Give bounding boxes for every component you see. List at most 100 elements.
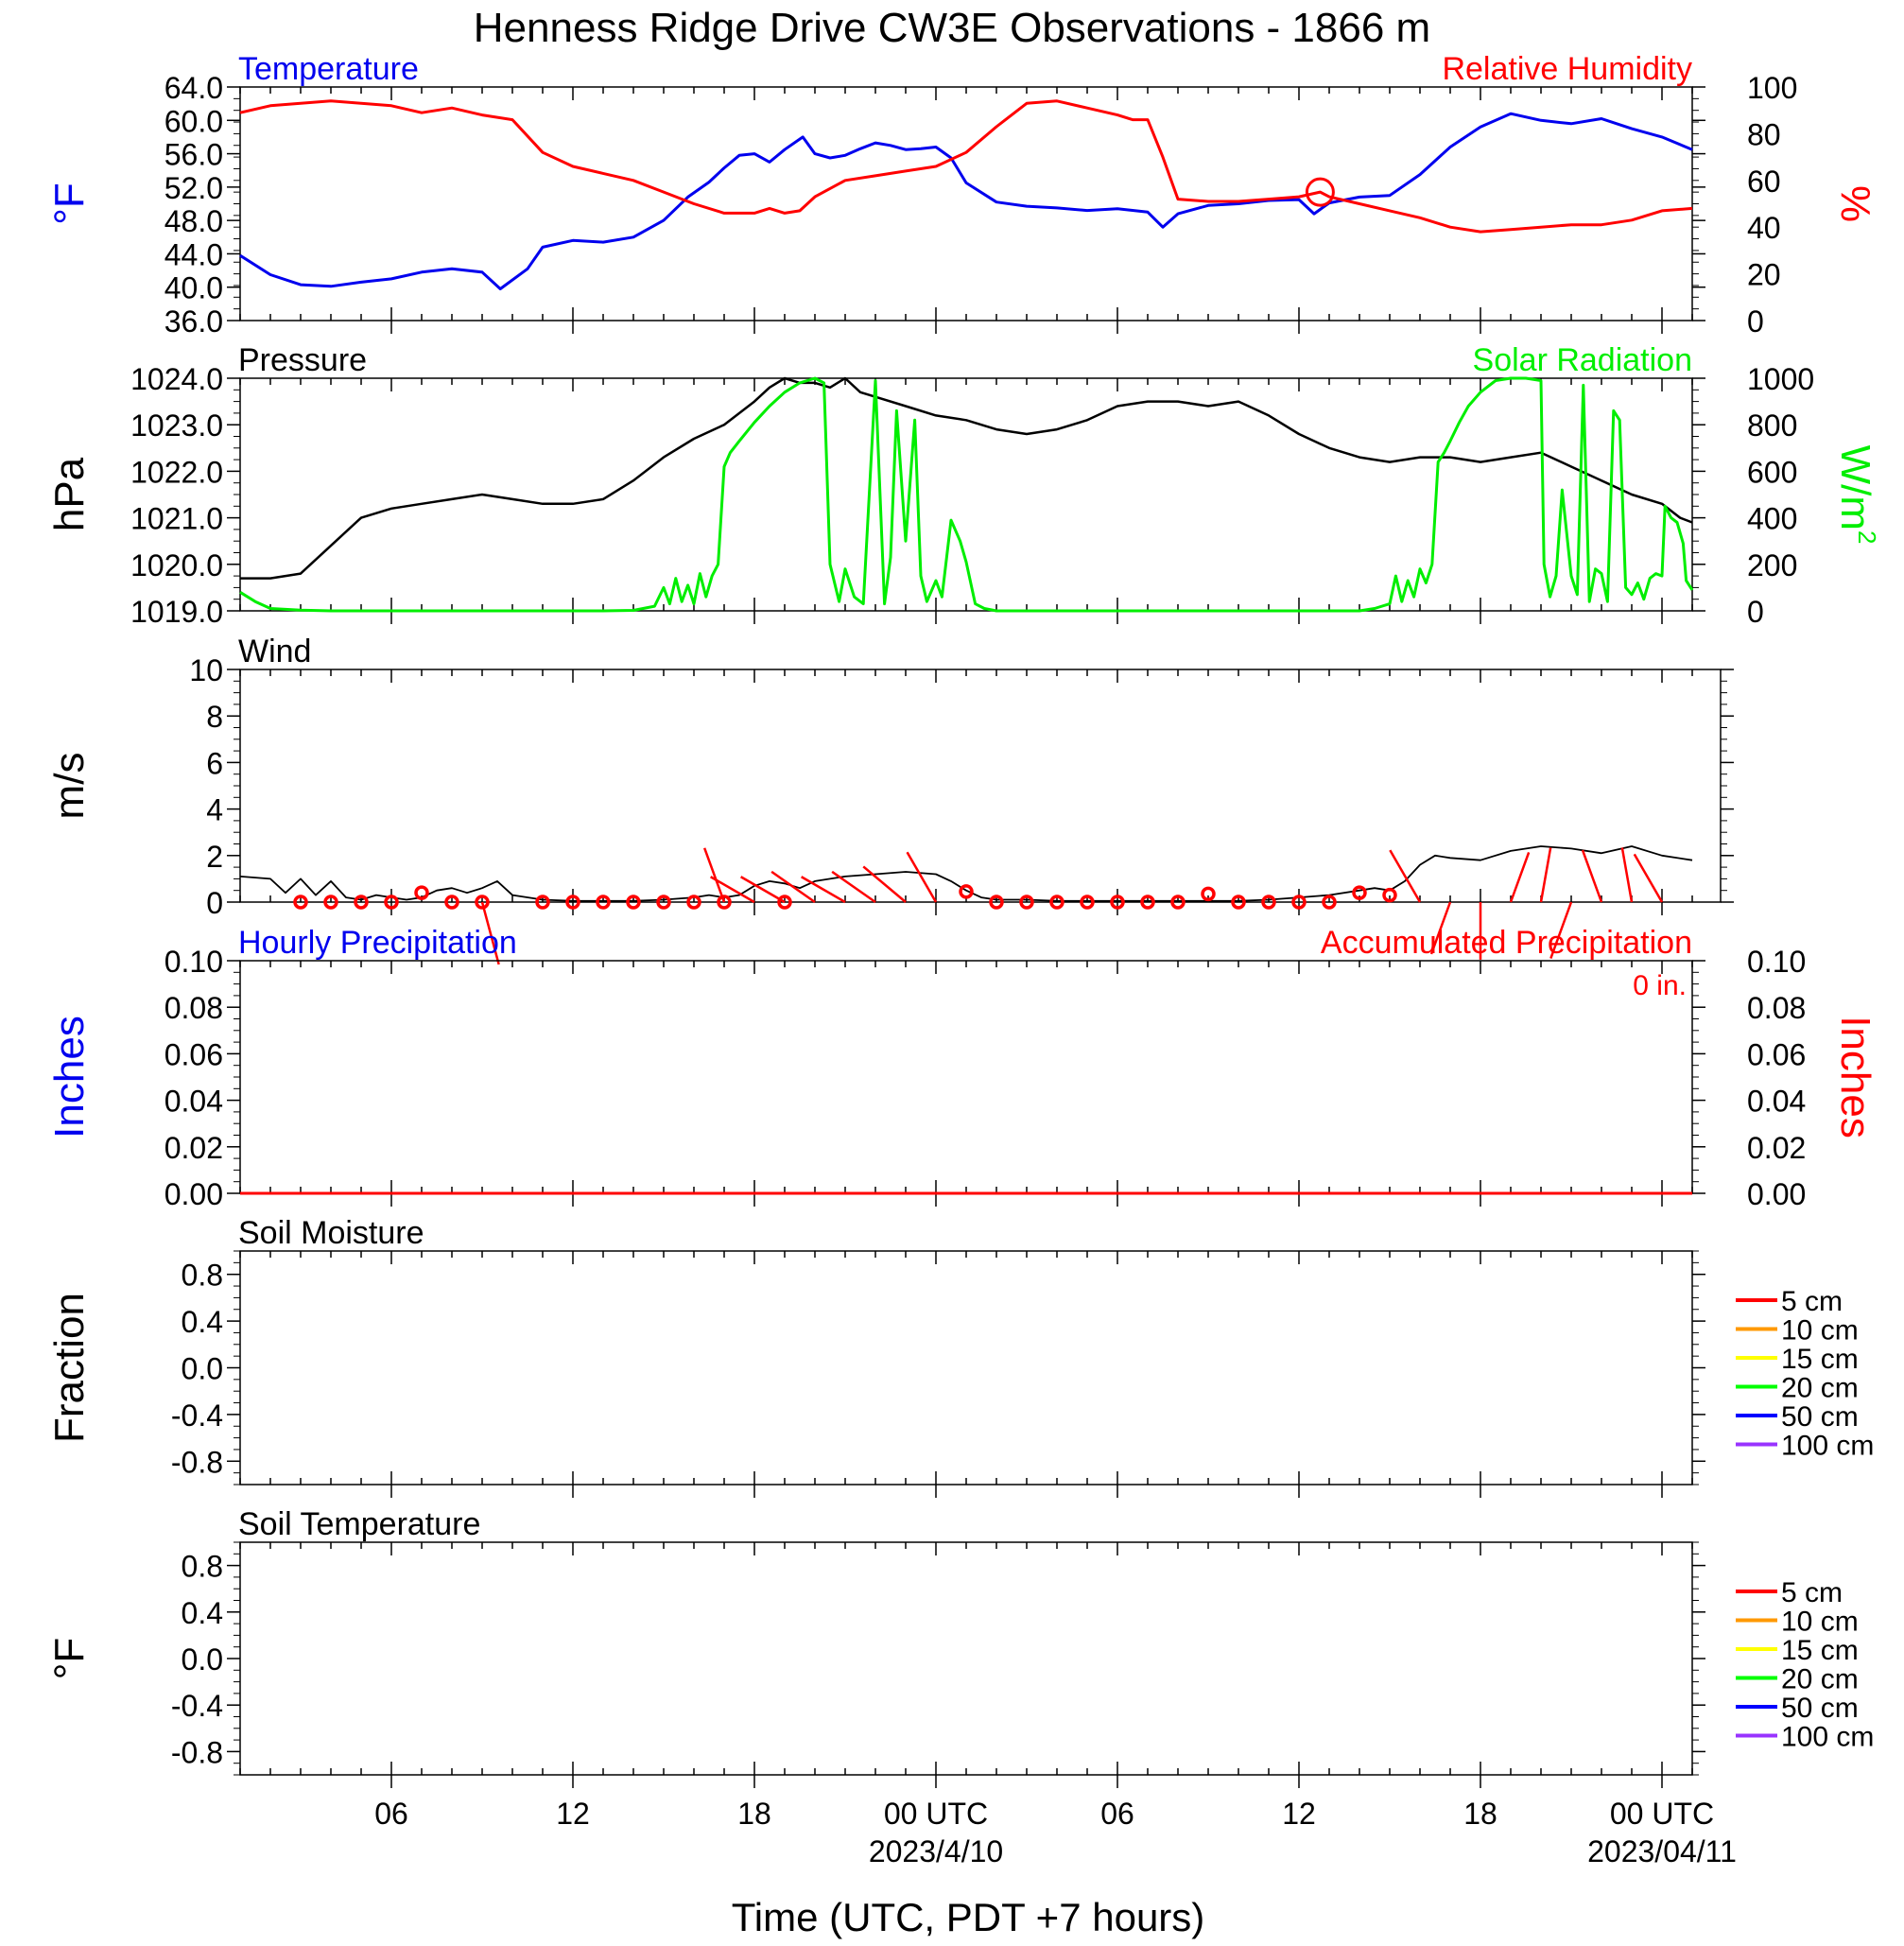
y-tick-label-left: 0.00 <box>164 1177 223 1211</box>
calm-wind-marker <box>565 895 580 910</box>
y-tick-label-left: 60.0 <box>164 104 223 138</box>
wind-barb <box>1539 847 1552 903</box>
panel-title-left: Hourly Precipitation <box>238 925 517 961</box>
panel-frame <box>239 377 1693 612</box>
calm-wind-marker <box>1140 895 1155 910</box>
y-axis-label-right: W/m2 <box>1832 445 1881 545</box>
y-tick-label-left: 56.0 <box>164 138 223 172</box>
legend-label: 20 cm <box>1781 1664 1859 1695</box>
x-tick-label: 18 <box>1463 1797 1497 1831</box>
y-tick-label-left: 0.02 <box>164 1131 223 1165</box>
y-tick-label-left: 1021.0 <box>130 502 223 536</box>
y-tick-label-right: 400 <box>1747 502 1797 536</box>
legend-label: 50 cm <box>1781 1693 1859 1724</box>
calm-wind-marker <box>323 895 338 910</box>
y-tick-label-left: 64.0 <box>164 71 223 105</box>
y-tick-label-left: 0.4 <box>182 1596 223 1630</box>
y-axis-label-right: % <box>1832 185 1878 222</box>
legend-label: 15 cm <box>1781 1635 1859 1666</box>
legend-label: 10 cm <box>1781 1315 1859 1347</box>
y-tick-label-right: 20 <box>1747 258 1781 292</box>
y-tick-label-left: 2 <box>206 840 223 874</box>
x-tick-label: 06 <box>1100 1797 1134 1831</box>
wind-barb <box>1549 901 1573 959</box>
y-tick-label-right: 0.00 <box>1747 1177 1806 1211</box>
x-tick-label: 00 UTC <box>1610 1797 1714 1831</box>
panel-wind: 0 2 4 6 8 10 Wind m/s <box>46 634 1734 965</box>
y-tick-label-right: 600 <box>1747 455 1797 489</box>
wind-barb <box>862 865 907 903</box>
panel-title-right: Relative Humidity <box>1442 51 1692 87</box>
calm-wind-marker <box>1382 887 1397 903</box>
series-solar-radiation <box>239 376 1694 613</box>
y-tick-label-right: 40 <box>1747 211 1781 245</box>
y-tick-label-left: 1019.0 <box>130 595 223 629</box>
panel-frame <box>239 1541 1693 1776</box>
calm-wind-marker <box>293 895 308 910</box>
y-axis-label-left: hPa <box>46 457 93 531</box>
legend-label: 50 cm <box>1781 1401 1859 1433</box>
calm-wind-marker <box>1291 895 1307 910</box>
calm-wind-marker <box>656 895 671 910</box>
y-tick-label-left: -0.4 <box>171 1689 223 1723</box>
calm-wind-marker <box>596 895 611 910</box>
panel-frame <box>239 86 1693 321</box>
y-tick-label-left: 1023.0 <box>130 408 223 443</box>
y-tick-label-right: 100 <box>1747 71 1797 105</box>
calm-wind-marker <box>717 895 732 910</box>
wind-barb <box>801 876 846 904</box>
calm-wind-marker <box>535 895 550 910</box>
y-tick-label-left: 1020.0 <box>130 548 223 582</box>
calm-wind-marker <box>959 884 974 899</box>
y-tick-label-right: 0 <box>1747 304 1764 339</box>
y-tick-label-left: 36.0 <box>164 304 223 339</box>
y-tick-label-right: 0.10 <box>1747 945 1806 979</box>
calm-wind-marker <box>414 885 429 900</box>
calm-wind-marker <box>354 895 369 910</box>
calm-wind-marker <box>1352 885 1367 900</box>
legend-label: 5 cm <box>1781 1286 1843 1317</box>
wind-barb <box>1509 851 1531 903</box>
calm-wind-marker <box>444 895 459 910</box>
y-axis-label-left: °F <box>46 1638 93 1679</box>
calm-wind-marker <box>1080 895 1095 910</box>
legend-label: 100 cm <box>1781 1431 1874 1462</box>
y-tick-label-right: 1000 <box>1747 362 1814 396</box>
y-tick-label-left: -0.8 <box>171 1445 223 1479</box>
y-tick-label-right: 0.06 <box>1747 1037 1806 1071</box>
panel-title-left: Soil Temperature <box>238 1506 480 1542</box>
calm-wind-marker <box>475 895 490 910</box>
legend-label: 20 cm <box>1781 1373 1859 1404</box>
panel-pressure-solar: 1019.0 1020.0 1021.0 1022.0 1023.0 1024.0 0 200… <box>46 342 1881 629</box>
x-date-label: 2023/4/10 <box>869 1834 1003 1868</box>
panel-precipitation: 0.00 0.02 0.04 0.06 0.08 0.10 0.00 0.02 0.04 0.06… <box>46 925 1878 1211</box>
calm-wind-marker <box>1110 895 1125 910</box>
y-tick-label-left: -0.4 <box>171 1399 223 1433</box>
y-tick-label-right: 60 <box>1747 165 1781 199</box>
wind-barb <box>702 847 726 903</box>
panel-title-right: Accumulated Precipitation <box>1321 925 1692 961</box>
y-axis-label-right: Inches <box>1832 1016 1878 1138</box>
series-relative-humidity <box>239 99 1693 234</box>
panel-frame <box>239 669 1722 903</box>
y-axis-label-superscript: 2 <box>1853 530 1881 544</box>
y-tick-label-right: 800 <box>1747 408 1797 443</box>
y-tick-label-left: 1022.0 <box>130 455 223 489</box>
legend-label: 100 cm <box>1781 1722 1874 1753</box>
wind-barb <box>740 876 786 904</box>
y-axis-label-left: Fraction <box>46 1293 93 1443</box>
wind-barb <box>1633 853 1664 903</box>
y-tick-label-left: 0.4 <box>182 1305 223 1339</box>
panel-title-left: Pressure <box>238 342 367 378</box>
wind-barb <box>770 870 816 904</box>
legend-label: 10 cm <box>1781 1607 1859 1638</box>
calm-wind-marker <box>1231 895 1246 910</box>
y-tick-label-right: 80 <box>1747 117 1781 151</box>
series-pressure <box>240 376 1693 580</box>
y-tick-label-right: 0.02 <box>1747 1131 1806 1165</box>
y-axis-label-left: Inches <box>46 1016 93 1138</box>
x-tick-label: 12 <box>556 1797 590 1831</box>
y-tick-label-left: 0.8 <box>182 1550 223 1584</box>
